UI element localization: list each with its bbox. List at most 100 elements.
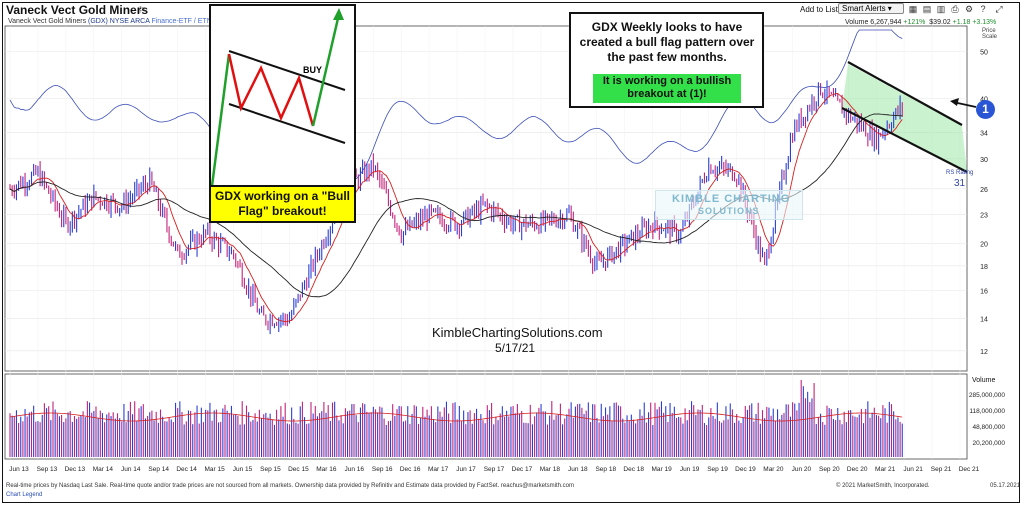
volume-tick-label: 48,800,000 [972, 424, 1005, 431]
date-tick-label: Jun 16 [345, 466, 365, 473]
price-tick-label: 14 [980, 316, 988, 323]
date-tick-label: Dec 18 [623, 466, 644, 473]
grid [5, 26, 967, 459]
volume-average-line [9, 412, 903, 422]
date-tick-label: Dec 14 [176, 466, 197, 473]
date-tick-label: Mar 20 [763, 466, 784, 473]
date-tick-label: Sep 18 [595, 466, 616, 473]
date-tick-label: Dec 17 [512, 466, 533, 473]
date-tick-label: Mar 19 [652, 466, 673, 473]
price-tick-label: 30 [980, 157, 988, 164]
date-tick-label: Jun 15 [233, 466, 253, 473]
volume-tick-label: 285,000,000 [969, 392, 1006, 399]
subtitle-type[interactable]: Finance-ETF / ETN [151, 18, 212, 25]
bull-flag-callout: GDX working on a "Bull Flag" breakout! [209, 185, 356, 223]
price-tick-label: 26 [980, 187, 988, 194]
logo-line2: SOLUTIONS [698, 206, 760, 216]
footer-copyright: © 2021 MarketSmith, Incorporated. [836, 483, 930, 489]
chart-subtitle: Vaneck Vect Gold Miners (GDX) NYSE ARCA … [8, 18, 212, 25]
date-tick-label: Dec 19 [735, 466, 756, 473]
date-tick-label: Dec 15 [288, 466, 309, 473]
sketch-arrow-head [333, 8, 344, 20]
date-tick-label: Jun 17 [456, 466, 476, 473]
date-tick-label: Sep 15 [260, 466, 281, 473]
date-tick-label: Dec 16 [400, 466, 421, 473]
subtitle-name: Vaneck Vect Gold Miners [8, 18, 87, 25]
volume-quote: Volume 6,267,944 [845, 19, 902, 26]
logo-line1: KIMBLE CHARTING [672, 193, 791, 205]
settings-icon[interactable]: ⚙ [964, 4, 974, 14]
price-tick-label: 23 [980, 212, 988, 219]
chart-legend-link[interactable]: Chart Legend [6, 492, 43, 498]
date-tick-label: Sep 14 [148, 466, 169, 473]
sketch-upper-line [228, 50, 346, 91]
flag-icon[interactable]: ⚐ [138, 5, 147, 15]
footer-date: 05.17.2021 [990, 483, 1021, 489]
volume-change: +121% [903, 19, 926, 26]
expand-icon[interactable]: ⤢ [995, 4, 1003, 14]
volume-tick-label: 20,200,000 [972, 440, 1005, 447]
volume-panel [4, 373, 968, 460]
help-icon[interactable]: ? [980, 4, 986, 14]
bull-flag-sketch [211, 8, 346, 187]
indicator-lines [9, 29, 903, 323]
rs-rating-label: RS Rating [946, 170, 974, 176]
date-axis: Jun 13 Sep 13 Dec 13 Mar 14 Jun 14 Sep 14 Dec … [9, 466, 979, 473]
price-tick-label: 34 [980, 131, 988, 138]
date-tick-label: Mar 14 [93, 466, 114, 473]
kimble-logo: KIMBLE CHARTING SOLUTIONS [655, 190, 803, 220]
watermark-date: 5/17/21 [495, 341, 536, 355]
sketch-pole [211, 53, 231, 187]
date-tick-label: Jun 19 [680, 466, 700, 473]
breakout-callout: It is working on a bullish breakout at (… [593, 74, 741, 103]
grid-icon[interactable]: ▤ [922, 4, 932, 14]
date-tick-label: Jun 21 [903, 466, 923, 473]
date-tick-label: Sep 19 [707, 466, 728, 473]
price-panel [4, 25, 968, 372]
flag-upper-line [847, 61, 963, 126]
annotation-box: GDX Weekly looks to have created a bull … [569, 12, 764, 108]
buy-label: BUY [303, 65, 323, 75]
price-axis: 1214161820232630344050285,000,000118,000… [969, 50, 1006, 447]
price-quote: $39.02 [929, 19, 951, 26]
date-tick-label: Jun 13 [9, 466, 29, 473]
date-tick-label: Sep 17 [484, 466, 505, 473]
date-tick-label: Sep 21 [931, 466, 952, 473]
date-tick-label: Dec 21 [959, 466, 980, 473]
quote-line: Volume 6,267,944 +121% $39.02 +1.18 +3.1… [845, 19, 996, 26]
flag-fill-area [842, 64, 967, 172]
price-change-pct: +3.13% [972, 19, 997, 26]
volume-bars [9, 379, 903, 457]
date-tick-label: Jun 20 [792, 466, 812, 473]
price-tick-label: 20 [980, 242, 988, 249]
price-tick-label: 16 [980, 288, 988, 295]
sketch-lower-line [228, 103, 346, 144]
volume-axis-label: Volume [972, 377, 996, 384]
date-tick-label: Sep 13 [37, 466, 58, 473]
date-tick-label: Mar 16 [316, 466, 337, 473]
subtitle-ticker: (GDX) NYSE ARCA [88, 18, 150, 25]
volume-tick-label: 118,000,000 [969, 408, 1005, 415]
price-tick-label: 12 [980, 349, 988, 356]
price-scale-label: Price Scale [982, 28, 998, 40]
add-to-list-label: Add to List: [800, 5, 841, 14]
date-tick-label: Mar 15 [204, 466, 225, 473]
candles [9, 80, 903, 335]
sketch-breakout [311, 13, 341, 127]
sketch-flag [227, 53, 315, 127]
chart-icon[interactable]: ▦ [908, 4, 918, 14]
date-tick-label: Jun 14 [121, 466, 141, 473]
date-tick-label: Jun 18 [568, 466, 588, 473]
print-icon[interactable]: ⎙ [951, 4, 959, 14]
watermark-site: KimbleChartingSolutions.com [432, 325, 603, 340]
price-change: +1.18 [952, 19, 971, 26]
date-tick-label: Sep 20 [819, 466, 840, 473]
chart-title: Vaneck Vect Gold Miners [6, 3, 149, 17]
price-tick-label: 18 [980, 264, 988, 271]
smart-alerts-button[interactable]: Smart Alerts ▾ [838, 3, 904, 14]
breakout-marker: 1 [976, 100, 995, 119]
footer-note: Real-time prices by Nasdaq Last Sale. Re… [6, 483, 575, 489]
layout-icon[interactable]: ▥ [936, 4, 946, 14]
